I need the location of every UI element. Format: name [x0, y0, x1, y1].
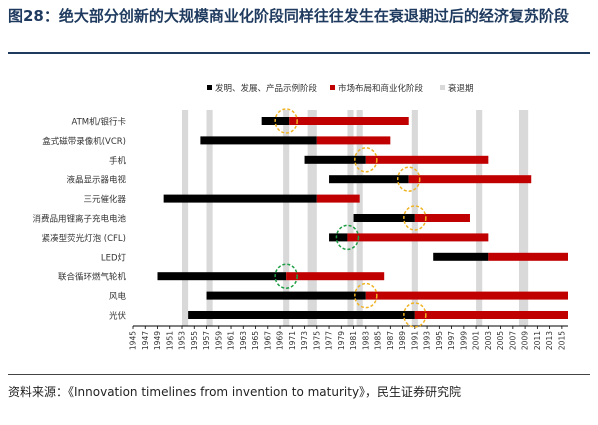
- item-label: 盒式磁带录像机(VCR): [42, 136, 126, 147]
- x-tick-label: 1987: [386, 331, 395, 350]
- x-tick-label: 1995: [435, 331, 444, 350]
- x-tick-label: 1955: [190, 331, 199, 350]
- commercialization-stage-bar: [365, 291, 568, 300]
- x-tick-label: 1981: [349, 331, 358, 350]
- invention-stage-bar: [163, 194, 317, 203]
- item-label: 风电: [109, 291, 127, 302]
- commercialization-stage-bar: [286, 272, 385, 281]
- invention-stage-bar: [433, 252, 489, 261]
- x-tick-label: 1957: [202, 331, 211, 350]
- highlight-circles: [274, 108, 427, 328]
- legend-swatch: [207, 85, 212, 90]
- highlight-circle: [274, 263, 298, 289]
- invention-stage-bar: [353, 214, 415, 222]
- item-label: 光伏: [109, 311, 127, 322]
- x-tick-label: 2011: [533, 331, 542, 350]
- legend-label: 发明、发展、产品示例阶段: [215, 83, 318, 94]
- x-tick-label: 2005: [496, 331, 505, 350]
- title-divider: [8, 52, 590, 54]
- item-label: ATM机/银行卡: [71, 117, 126, 128]
- recession-band: [182, 110, 189, 326]
- item-label: 手机: [109, 155, 127, 166]
- item-label: LED灯: [101, 252, 127, 263]
- commercialization-stage-bar: [414, 214, 470, 222]
- x-tick-label: 1947: [141, 331, 150, 350]
- chart-title: 图28：绝大部分创新的大规模商业化阶段同样往往发生在衰退期过后的经济复苏阶段: [8, 7, 569, 25]
- x-tick-label: 1945: [129, 331, 138, 350]
- commercialization-stage-bar: [414, 311, 568, 319]
- legend-label: 市场布局和商业化阶段: [338, 83, 424, 94]
- commercialization-stage-bar: [347, 233, 489, 242]
- highlight-circle: [396, 166, 421, 192]
- x-axis: 1945 1947 1949 1951 1953 1955 1957 1959 1961 1963…: [129, 325, 568, 350]
- legend-label: 衰退期: [448, 83, 474, 94]
- x-tick-label: 2013: [545, 331, 554, 350]
- invention-stage-bar: [188, 311, 415, 319]
- x-tick-label: 1949: [153, 331, 162, 350]
- highlight-circle: [274, 108, 298, 134]
- recession-band: [347, 110, 354, 326]
- x-tick-label: 1983: [361, 331, 370, 350]
- commercialization-stage-bar: [365, 155, 489, 164]
- x-tick-label: 1991: [410, 331, 419, 350]
- x-tick-label: 1973: [300, 331, 309, 350]
- invention-stage-bar: [206, 291, 366, 300]
- x-tick-label: 1969: [276, 331, 285, 350]
- item-label: 消费品用锂离子充电电池: [32, 214, 126, 225]
- highlight-circle: [354, 147, 378, 173]
- x-tick-label: 1963: [239, 331, 248, 350]
- item-label: 液晶显示器电视: [66, 175, 126, 186]
- source-note: 资料来源：《Innovation timelines from inventio…: [8, 385, 462, 399]
- commercialization-stage-bar: [316, 136, 391, 145]
- x-tick-label: 1975: [312, 331, 321, 350]
- x-tick-label: 1959: [214, 331, 223, 350]
- commercialization-stage-bar: [488, 252, 568, 261]
- x-tick-label: 1989: [398, 331, 407, 350]
- commercialization-stage-bar: [408, 175, 532, 184]
- item-label: 三元催化器: [83, 194, 126, 205]
- x-tick-label: 1967: [263, 331, 272, 350]
- recession-band: [307, 110, 317, 326]
- x-tick-label: 2007: [508, 331, 517, 350]
- legend-swatch: [440, 85, 445, 90]
- invention-stage-bar: [157, 272, 287, 281]
- x-tick-label: 2015: [557, 331, 566, 350]
- legend-swatch: [330, 85, 335, 90]
- x-tick-label: 1999: [459, 331, 468, 350]
- x-tick-label: 1951: [165, 331, 174, 350]
- highlight-circle: [403, 302, 427, 328]
- recession-band: [283, 110, 290, 326]
- item-label: 紧凑型荧光灯泡 (CFL): [42, 233, 126, 244]
- x-tick-label: 1985: [374, 331, 383, 350]
- x-tick-label: 2003: [484, 331, 493, 350]
- x-tick-label: 2001: [472, 331, 481, 350]
- x-tick-label: 2009: [521, 331, 530, 350]
- recession-band: [518, 110, 529, 326]
- invention-stage-bar: [200, 136, 317, 145]
- x-tick-label: 1979: [337, 331, 346, 350]
- highlight-circle: [354, 282, 378, 309]
- item-label: 联合循环燃气轮机: [58, 272, 127, 283]
- commercialization-stage-bar: [289, 117, 409, 125]
- highlight-circle: [335, 224, 360, 251]
- source-divider: [8, 374, 590, 375]
- x-tick-label: 1993: [423, 331, 432, 350]
- invention-stage-bar: [304, 155, 366, 164]
- x-tick-label: 1977: [325, 331, 334, 350]
- recession-band: [206, 110, 213, 326]
- chart-legend: 发明、发展、产品示例阶段 市场布局和商业化阶段 衰退期: [207, 83, 474, 94]
- x-tick-label: 1953: [178, 331, 187, 350]
- commercialization-stage-bar: [316, 194, 360, 203]
- x-tick-label: 1961: [227, 331, 236, 350]
- invention-stage-bar: [329, 233, 348, 242]
- recession-band: [476, 110, 483, 326]
- x-tick-label: 1971: [288, 331, 297, 350]
- invention-stage-bar: [329, 175, 409, 184]
- x-tick-label: 1965: [251, 331, 260, 350]
- highlight-circle: [403, 205, 427, 231]
- x-tick-label: 1997: [447, 331, 456, 350]
